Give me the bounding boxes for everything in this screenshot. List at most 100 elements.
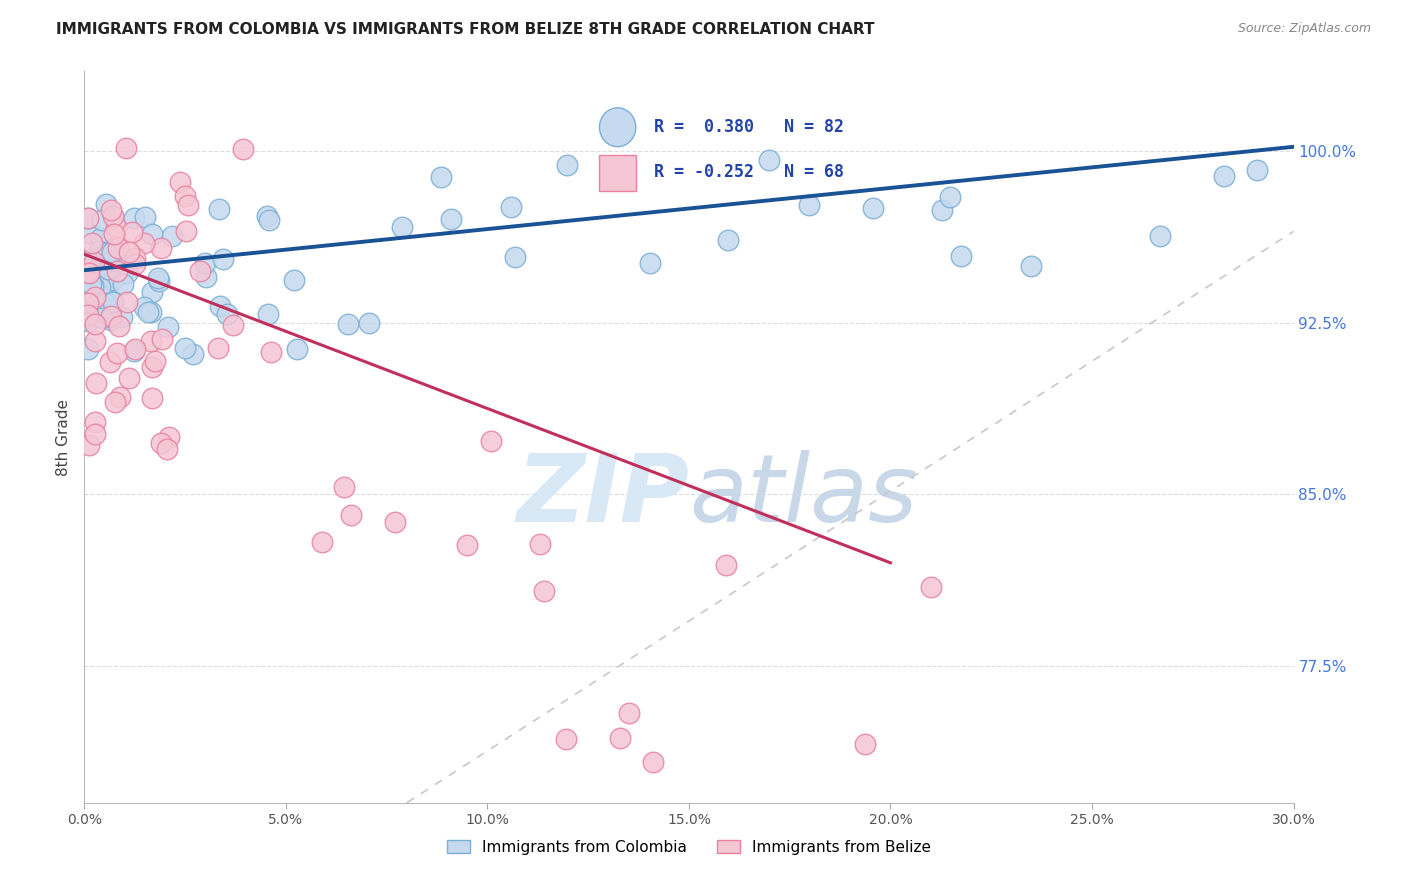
Point [77, 293, 100, 307]
Point [194, 256, 217, 270]
Point [256, 307, 278, 321]
Point [143, 353, 166, 368]
Text: IMMIGRANTS FROM COLOMBIA VS IMMIGRANTS FROM BELIZE 8TH GRADE CORRELATION CHART: IMMIGRANTS FROM COLOMBIA VS IMMIGRANTS F… [56, 22, 875, 37]
Point [1149, 228, 1171, 243]
Point [107, 241, 129, 255]
Point [256, 209, 278, 223]
Point [91, 212, 114, 227]
Point [77, 265, 100, 279]
Point [80, 235, 103, 250]
Point [188, 264, 211, 278]
Point [105, 220, 128, 235]
Point [141, 285, 163, 299]
Point [141, 391, 163, 405]
Point [174, 224, 197, 238]
Point [132, 300, 155, 314]
Point [115, 295, 138, 310]
Point [100, 312, 122, 326]
Point [84, 290, 107, 304]
Point [82, 285, 104, 299]
Point [77, 266, 100, 280]
Point [96, 196, 118, 211]
Point [89, 305, 111, 319]
Point [83, 254, 105, 268]
Point [77, 438, 100, 452]
Point [1019, 259, 1042, 273]
Point [157, 320, 180, 334]
Point [103, 227, 125, 242]
Point [148, 274, 170, 288]
Point [139, 305, 162, 319]
Point [104, 394, 127, 409]
Point [503, 250, 526, 264]
Point [86, 268, 108, 283]
Point [311, 534, 333, 549]
Point [89, 280, 111, 294]
Y-axis label: 8th Grade: 8th Grade [56, 399, 72, 475]
Point [931, 203, 953, 218]
Point [215, 307, 238, 321]
Point [91, 311, 114, 326]
Point [159, 430, 181, 444]
Point [481, 434, 503, 449]
Point [108, 319, 131, 334]
Point [134, 211, 156, 225]
Point [79, 252, 101, 267]
Point [87, 244, 110, 258]
Point [758, 153, 780, 167]
Point [384, 516, 406, 530]
Point [609, 731, 631, 746]
Point [117, 371, 139, 385]
Point [853, 737, 876, 751]
Point [333, 480, 356, 494]
Point [82, 279, 104, 293]
Point [149, 436, 172, 450]
Point [77, 285, 100, 299]
Point [336, 317, 359, 331]
Point [938, 190, 960, 204]
Point [80, 277, 103, 291]
Point [950, 249, 973, 263]
Point [124, 343, 146, 358]
Point [716, 558, 738, 573]
Point [529, 537, 551, 551]
Point [283, 273, 305, 287]
Point [101, 245, 124, 260]
Point [209, 300, 232, 314]
Point [920, 580, 942, 594]
Point [77, 314, 100, 328]
Point [96, 246, 118, 260]
Point [141, 359, 163, 374]
Point [257, 212, 280, 227]
Point [101, 210, 124, 224]
Point [124, 342, 146, 356]
Point [207, 341, 229, 355]
Point [97, 262, 120, 277]
Point [797, 198, 820, 212]
Point [122, 211, 145, 225]
Point [117, 267, 139, 281]
Point [391, 219, 413, 234]
Point [1213, 169, 1236, 183]
Point [1246, 162, 1268, 177]
Point [100, 310, 122, 324]
Point [533, 584, 555, 599]
Point [134, 236, 156, 251]
Point [285, 343, 308, 357]
Point [181, 346, 204, 360]
Point [100, 254, 122, 268]
Text: ZIP: ZIP [516, 450, 689, 541]
Point [77, 295, 100, 310]
Point [148, 270, 170, 285]
Point [195, 269, 218, 284]
Point [617, 706, 640, 720]
Point [359, 317, 381, 331]
Point [717, 233, 740, 247]
Point [169, 174, 191, 188]
Point [83, 281, 105, 295]
Point [101, 295, 124, 310]
Point [862, 202, 884, 216]
Point [149, 241, 172, 255]
Point [174, 341, 197, 355]
Point [83, 318, 105, 332]
